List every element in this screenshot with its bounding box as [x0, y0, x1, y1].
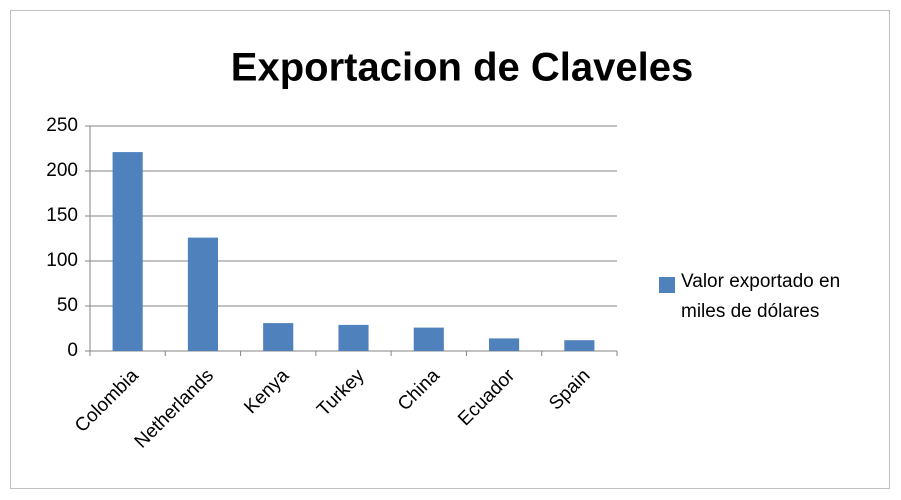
y-tick-label: 250 [46, 115, 78, 136]
y-tick-label: 0 [67, 340, 78, 361]
bar [489, 338, 520, 351]
chart-border [10, 10, 890, 489]
chart-title: Exportacion de Claveles [231, 46, 693, 90]
bar [338, 324, 369, 351]
bar [564, 340, 595, 351]
legend-label-box: Valor exportado en miles de dólares [681, 271, 841, 322]
bar [187, 237, 218, 351]
y-tick-label: 200 [46, 160, 78, 181]
bar [413, 327, 444, 351]
bar [263, 323, 294, 351]
bar [112, 152, 143, 351]
legend-swatch [659, 277, 675, 293]
legend-label: Valor exportado en miles de dólares [681, 271, 841, 322]
y-tick-label: 100 [46, 250, 78, 271]
y-tick-label: 150 [46, 205, 78, 226]
y-tick-label: 50 [57, 295, 78, 316]
